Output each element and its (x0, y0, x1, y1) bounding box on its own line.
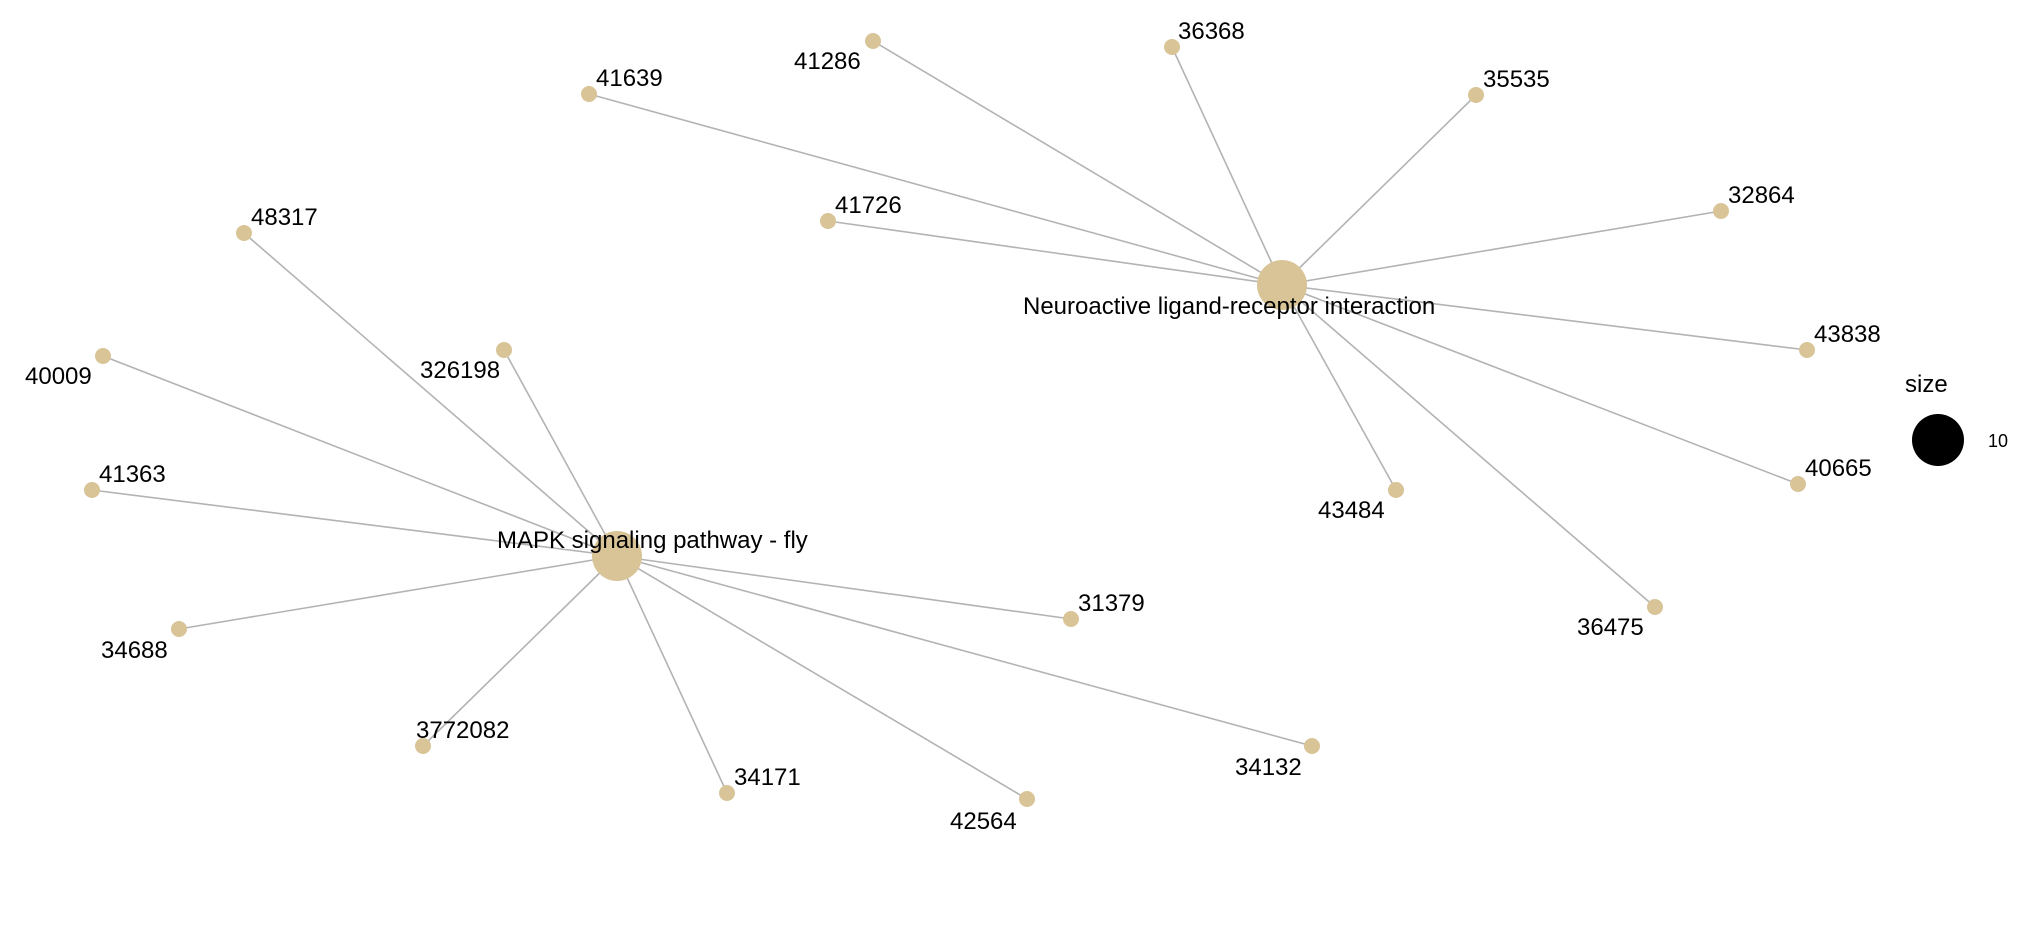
edge-layer (91, 40, 1808, 800)
gene-node-48317 (236, 225, 252, 241)
gene-label-43838: 43838 (1814, 321, 1881, 348)
pathway-node-mapk (592, 531, 642, 581)
gene-node-326198 (496, 342, 512, 358)
gene-node-40665 (1790, 476, 1806, 492)
gene-label-326198: 326198 (420, 357, 500, 384)
gene-label-36475: 36475 (1577, 614, 1644, 641)
gene-label-41639: 41639 (596, 65, 663, 92)
gene-node-43484 (1388, 482, 1404, 498)
gene-label-36368: 36368 (1178, 18, 1245, 45)
legend-title: size (1905, 371, 1948, 398)
legend-size-key (1912, 414, 1964, 466)
edge-mapk-34132 (616, 555, 1313, 747)
gene-node-32864 (1713, 203, 1729, 219)
node-layer (84, 33, 1815, 807)
pathway-label-mapk: MAPK signaling pathway - fly (497, 527, 808, 554)
edge-mapk-42564 (616, 555, 1028, 800)
gene-label-3772082: 3772082 (416, 717, 509, 744)
edge-neuro-40665 (1281, 284, 1799, 485)
edge-mapk-3772082 (422, 555, 618, 747)
gene-node-31379 (1063, 611, 1079, 627)
edge-neuro-41726 (827, 220, 1283, 286)
gene-node-34171 (719, 785, 735, 801)
gene-node-3772082 (415, 738, 431, 754)
edge-neuro-41639 (588, 93, 1283, 286)
gene-label-34171: 34171 (734, 764, 801, 791)
gene-label-34132: 34132 (1235, 754, 1302, 781)
edge-mapk-34688 (178, 555, 618, 630)
label-layer: 36368 41286 41639 35535 41726 32864 43838 40665… (25, 18, 1881, 835)
edge-mapk-48317 (243, 232, 618, 557)
gene-label-42564: 42564 (950, 808, 1017, 835)
edge-neuro-43484 (1281, 284, 1397, 491)
gene-node-43838 (1799, 342, 1815, 358)
gene-label-41363: 41363 (99, 461, 166, 488)
edge-mapk-34171 (616, 555, 728, 794)
gene-node-36368 (1164, 39, 1180, 55)
edge-mapk-31379 (616, 555, 1072, 620)
edge-neuro-43838 (1281, 284, 1808, 351)
gene-node-34132 (1304, 738, 1320, 754)
size-legend: size 10 (1905, 371, 2008, 466)
gene-label-41286: 41286 (794, 48, 861, 75)
edge-mapk-40009 (102, 355, 618, 557)
gene-node-36475 (1647, 599, 1663, 615)
pathway-label-neuro: Neuroactive ligand-receptor interaction (1023, 293, 1435, 320)
gene-label-31379: 31379 (1078, 590, 1145, 617)
edge-neuro-36475 (1281, 284, 1656, 608)
pathway-node-neuro (1257, 260, 1307, 310)
edge-mapk-326198 (503, 349, 618, 557)
edge-neuro-41286 (872, 40, 1283, 286)
gene-label-35535: 35535 (1483, 66, 1550, 93)
edge-neuro-36368 (1171, 46, 1283, 286)
gene-node-41286 (865, 33, 881, 49)
gene-label-43484: 43484 (1318, 497, 1385, 524)
gene-node-41726 (820, 213, 836, 229)
gene-label-40665: 40665 (1805, 455, 1872, 482)
gene-label-48317: 48317 (251, 204, 318, 231)
gene-label-40009: 40009 (25, 363, 92, 390)
gene-node-41363 (84, 482, 100, 498)
gene-node-35535 (1468, 87, 1484, 103)
edge-neuro-35535 (1281, 94, 1477, 286)
edge-neuro-32864 (1281, 210, 1722, 286)
gene-label-32864: 32864 (1728, 182, 1795, 209)
gene-label-34688: 34688 (101, 637, 168, 664)
gene-node-41639 (581, 86, 597, 102)
gene-node-42564 (1019, 791, 1035, 807)
edge-mapk-41363 (91, 489, 618, 557)
legend-size-value: 10 (1988, 431, 2008, 451)
gene-label-41726: 41726 (835, 192, 902, 219)
gene-node-34688 (171, 621, 187, 637)
gene-node-40009 (95, 348, 111, 364)
